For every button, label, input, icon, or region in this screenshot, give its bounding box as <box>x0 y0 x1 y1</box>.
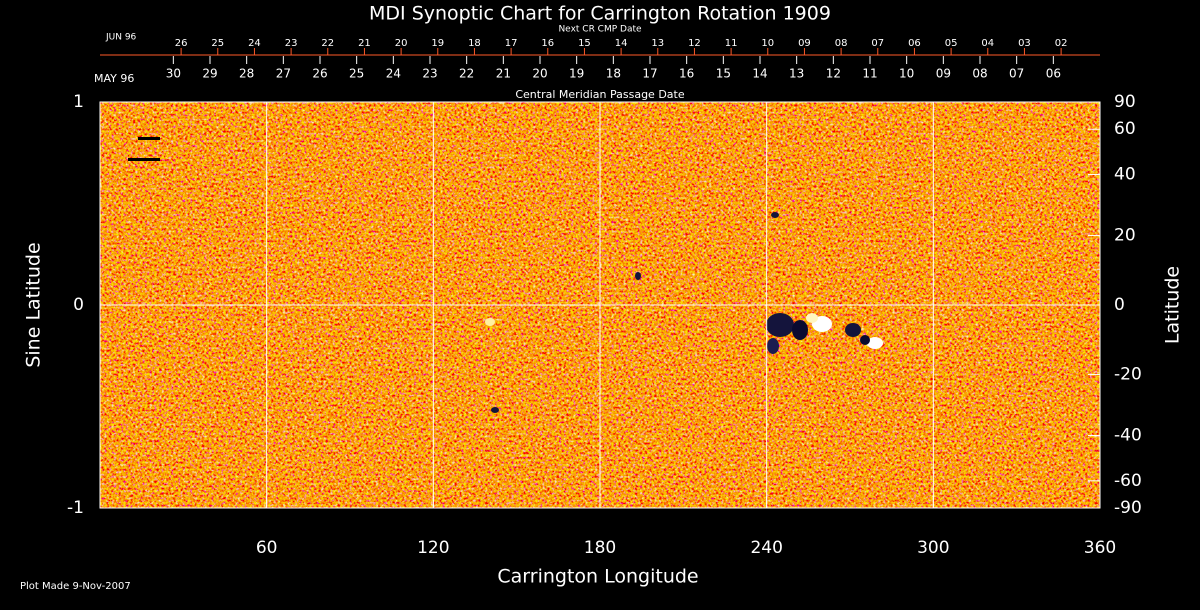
next-axis-date: 12 <box>688 38 701 49</box>
top-axis-date: 09 <box>936 67 951 81</box>
top-axis-date: 20 <box>532 67 547 81</box>
top-axis-date: 06 <box>1046 67 1061 81</box>
next-axis-label: Next CR CMP Date <box>558 25 642 35</box>
top-axis-date: 13 <box>789 67 804 81</box>
top-axis-date: 21 <box>496 67 511 81</box>
next-axis-date: 08 <box>835 38 848 49</box>
top-axis-date: 15 <box>716 67 731 81</box>
top-axis-date: 18 <box>606 67 621 81</box>
next-axis-date: 23 <box>285 38 298 49</box>
top-axis-date: 30 <box>166 67 181 81</box>
next-axis-date: 15 <box>578 38 591 49</box>
top-axis-date: 11 <box>862 67 877 81</box>
x-axis-label: Carrington Longitude <box>497 566 698 588</box>
top-axis-date: 23 <box>422 67 437 81</box>
y2-axis-label: Latitude <box>1162 266 1184 344</box>
next-axis-date: 20 <box>395 38 408 49</box>
top-axis-date: 28 <box>239 67 254 81</box>
top-axis-date: 14 <box>752 67 767 81</box>
x-tick-label: 300 <box>917 538 949 558</box>
next-axis-date: 25 <box>211 38 224 49</box>
y2-tick-label: -90 <box>1114 498 1142 518</box>
top-axis-date: 29 <box>202 67 217 81</box>
next-axis-date: 03 <box>1018 38 1031 49</box>
top-axis-date: 16 <box>679 67 694 81</box>
top-axis-date: 24 <box>386 67 401 81</box>
next-axis-date: 26 <box>175 38 188 49</box>
next-axis-date: 14 <box>615 38 628 49</box>
x-tick-label: 60 <box>256 538 278 558</box>
x-tick-label: 360 <box>1084 538 1116 558</box>
top-axis-date: 12 <box>826 67 841 81</box>
y-tick-label: -1 <box>67 498 84 518</box>
next-axis-date: 06 <box>908 38 921 49</box>
next-axis-date: 19 <box>431 38 444 49</box>
y-tick-label: 1 <box>73 92 84 112</box>
next-axis-date: 11 <box>725 38 738 49</box>
y2-tick-label: -40 <box>1114 425 1142 445</box>
top-axis-date: 08 <box>972 67 987 81</box>
top-axis-date: 25 <box>349 67 364 81</box>
next-axis-date: 07 <box>871 38 884 49</box>
y2-tick-label: 0 <box>1114 295 1125 315</box>
y2-tick-label: -60 <box>1114 471 1142 491</box>
x-tick-label: 120 <box>417 538 449 558</box>
y2-tick-label: -20 <box>1114 364 1142 384</box>
top-axis-date: 10 <box>899 67 914 81</box>
next-axis-date: 21 <box>358 38 371 49</box>
next-axis-date: 18 <box>468 38 481 49</box>
next-axis-month: JUN 96 <box>105 33 137 43</box>
top-axis-month: MAY 96 <box>94 72 134 85</box>
next-axis-date: 10 <box>761 38 774 49</box>
top-axis-date: 19 <box>569 67 584 81</box>
y-axis-label: Sine Latitude <box>23 242 45 367</box>
top-axis-label: Central Meridian Passage Date <box>515 88 684 101</box>
y2-tick-label: 20 <box>1114 226 1136 246</box>
chart-title: MDI Synoptic Chart for Carrington Rotati… <box>369 3 831 25</box>
x-tick-label: 240 <box>750 538 782 558</box>
next-axis-date: 05 <box>945 38 958 49</box>
y2-tick-label: 90 <box>1114 92 1136 112</box>
x-tick-label: 180 <box>584 538 616 558</box>
next-axis-date: 24 <box>248 38 261 49</box>
magnetic-region <box>128 137 883 413</box>
top-axis-date: 26 <box>312 67 327 81</box>
next-axis-date: 13 <box>651 38 664 49</box>
top-axis-date: 27 <box>276 67 291 81</box>
y-tick-label: 0 <box>73 295 84 315</box>
top-axis-date: 22 <box>459 67 474 81</box>
next-axis-date: 17 <box>505 38 518 49</box>
next-axis-date: 22 <box>321 38 334 49</box>
top-axis-date: 07 <box>1009 67 1024 81</box>
next-axis-date: 04 <box>981 38 994 49</box>
next-axis-date: 16 <box>541 38 554 49</box>
top-axis-date: 17 <box>642 67 657 81</box>
y2-tick-label: 60 <box>1114 119 1136 139</box>
next-axis-date: 02 <box>1055 38 1068 49</box>
y2-tick-label: 40 <box>1114 165 1136 185</box>
footer: Plot Made 9-Nov-2007 <box>20 581 131 592</box>
next-axis-date: 09 <box>798 38 811 49</box>
